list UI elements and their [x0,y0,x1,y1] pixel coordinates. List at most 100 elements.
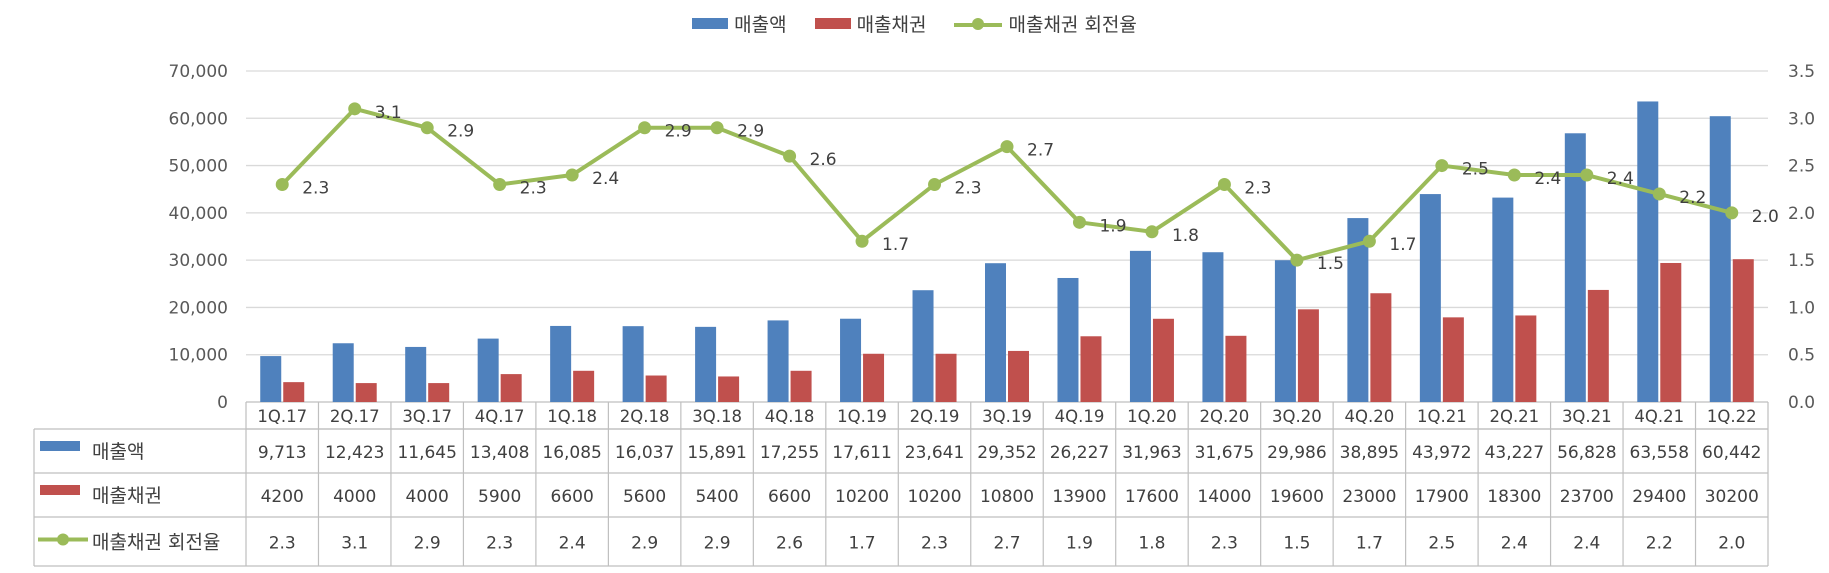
bars [260,101,1754,403]
y-right-tick-label: 0.5 [1788,346,1815,366]
table-cell-value: 43,227 [1485,443,1544,463]
bar-receivables [718,376,740,402]
bar-receivables [1515,315,1537,402]
table-row-header: 매출채권 회전율 [92,532,220,554]
bar-revenue [840,318,862,402]
table-cell-value: 17600 [1125,487,1179,507]
bar-revenue [477,338,499,402]
x-category-label: 3Q.17 [402,407,452,426]
bar-receivables [573,370,595,402]
table-cell-value: 1.7 [1356,534,1383,554]
bar-revenue [1419,194,1441,402]
turnover-data-label: 2.3 [520,178,547,198]
legend: 매출액 매출채권 매출채권 회전율 [0,10,1829,37]
bar-receivables [1442,317,1464,402]
table-cell-value: 13900 [1052,487,1106,507]
x-category-label: 1Q.20 [1127,407,1177,426]
table-cell-value: 2.2 [1646,534,1673,554]
table-cell-value: 19600 [1270,487,1324,507]
turnover-data-label: 2.3 [1244,178,1271,198]
table-cell-value: 2.3 [1211,534,1238,554]
table-cell-value: 12,423 [325,443,384,463]
table-cell-value: 6600 [768,487,811,507]
table-cell-value: 29400 [1632,487,1686,507]
y-right-tick-label: 0.0 [1788,393,1815,413]
table-cell-value: 23,641 [905,443,964,463]
bar-revenue [767,320,789,402]
turnover-point [783,149,797,163]
bar-revenue [1564,133,1586,403]
table-cell-value: 31,963 [1122,443,1181,463]
turnover-point [1652,187,1666,201]
table-cell-value: 2.4 [1501,534,1528,554]
turnover-point [565,168,579,182]
bar-revenue [1347,218,1369,402]
legend-revenue-label: 매출액 [734,14,787,36]
table-cell-value: 10200 [907,487,961,507]
bar-revenue [1492,197,1514,402]
table-cell-value: 5900 [478,487,521,507]
bar-revenue [1637,101,1659,402]
x-category-label: 1Q.21 [1417,407,1467,426]
legend-turnover-label: 매출채권 회전율 [1008,14,1137,36]
bar-revenue [1274,260,1296,402]
table-receivables-swatch [40,485,80,495]
x-category-label: 1Q.22 [1707,407,1757,426]
table-cell-value: 60,442 [1702,443,1761,463]
turnover-data-label: 2.7 [1027,141,1054,161]
turnover-data-label: 1.8 [1172,226,1199,246]
table-cell-value: 4000 [406,487,449,507]
bar-receivables [1587,289,1609,402]
bar-revenue [1202,252,1224,402]
x-category-label: 1Q.17 [257,407,307,426]
table-cell-value: 17900 [1415,487,1469,507]
x-category-label: 2Q.21 [1489,407,1539,426]
bar-revenue [912,290,934,402]
x-category-label: 1Q.18 [547,407,597,426]
legend-revenue-swatch [692,18,729,29]
legend-item-revenue: 매출액 [692,10,787,37]
y-right-tick-label: 2.5 [1788,157,1815,177]
turnover-data-label: 2.9 [665,122,692,142]
bar-revenue [1129,250,1151,402]
y-left-tick-label: 60,000 [169,109,228,129]
bar-revenue [405,346,427,402]
table-cell-value: 13,408 [470,443,529,463]
table-revenue-swatch [40,441,80,451]
y-left-tick-label: 30,000 [169,251,228,271]
y-right-tick-label: 1.0 [1788,298,1815,318]
axes: 0 10,000 20,000 30,000 40,000 50,000 60,000 70,… [169,62,1816,413]
table-cell-value: 18300 [1487,487,1541,507]
legend-item-receivables: 매출채권 [814,10,926,37]
bar-revenue [1057,277,1079,402]
bar-receivables [1732,259,1754,402]
table-row-header: 매출액 [92,441,144,463]
turnover-point [1362,234,1376,248]
turnover-data-label: 3.1 [375,103,402,123]
legend-receivables-swatch [814,18,851,29]
bar-receivables [1008,350,1029,402]
turnover-data-label: 2.2 [1679,188,1706,208]
y-left-tick-label: 10,000 [169,346,228,366]
y-right-tick-label: 2.0 [1788,204,1815,224]
turnover-data-label: 2.6 [810,150,837,170]
y-right-tick-label: 3.5 [1788,62,1815,82]
bar-revenue [550,325,572,402]
turnover-point [1507,168,1521,182]
table-cell-value: 2.3 [269,534,296,554]
table-cell-value: 2.5 [1428,534,1455,554]
gridlines [246,70,1768,356]
table-cell-value: 2.3 [486,534,513,554]
table-cell-value: 2.9 [414,534,441,554]
bar-receivables [428,383,450,402]
table-cell-value: 30200 [1705,487,1759,507]
bar-receivables [283,382,305,402]
turnover-data-label: 2.3 [302,178,329,198]
turnover-point [420,121,434,135]
turnover-point [1725,206,1739,220]
turnover-point [1145,225,1159,239]
turnover-data-label: 2.4 [1534,169,1561,189]
table-cell-value: 2.6 [776,534,803,554]
table-cell-value: 2.9 [631,534,658,554]
table-cell-value: 38,895 [1340,443,1399,463]
